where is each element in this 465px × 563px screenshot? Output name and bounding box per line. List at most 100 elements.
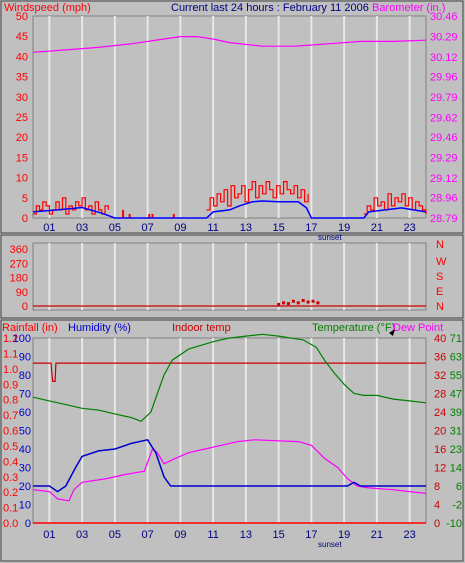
- x-tick-label: 11: [207, 222, 218, 234]
- x-tick-label: 23: [404, 222, 416, 234]
- humidity-tick-label: 20: [19, 481, 31, 493]
- humidity-tick-label: 40: [19, 444, 31, 456]
- wind-series: [32, 35, 427, 219]
- x-tick-label: 23: [404, 529, 416, 541]
- humidity-tick-label: 80: [19, 370, 31, 382]
- x-tick-label: 15: [273, 222, 285, 234]
- rainfall-tick-label: 0.0: [3, 518, 18, 530]
- temperature-axis-label: Temperature (°F): [312, 322, 395, 334]
- direction-tick-label: 90: [16, 287, 28, 299]
- wind-axes: 0510152025303540455028.7928.9629.1229.29…: [16, 11, 458, 234]
- x-tick-label: 03: [76, 529, 88, 541]
- barometer-tick-label: 30.29: [430, 32, 458, 44]
- windspeed-tick-label: 25: [16, 112, 28, 124]
- windspeed-tick-label: 20: [16, 132, 28, 144]
- compass-label: N: [436, 239, 444, 251]
- temp-grid: [48, 338, 411, 523]
- celsius-tick-label: 32: [434, 370, 446, 382]
- direction-grid: [48, 243, 411, 310]
- fahrenheit-tick-label: 6: [456, 481, 462, 493]
- direction-point: [296, 301, 300, 305]
- humidity-tick-label: 90: [19, 352, 31, 364]
- barometer-tick-label: 29.12: [430, 173, 458, 185]
- windspeed-tick-label: 35: [16, 72, 28, 84]
- rainfall-tick-label: 0.3: [3, 472, 18, 484]
- windspeed-tick-label: 10: [16, 173, 28, 185]
- direction-tick-label: 0: [22, 301, 28, 313]
- x-tick-label: 17: [305, 529, 317, 541]
- wind-barometer-panel: 0510152025303540455028.7928.9629.1229.29…: [4, 2, 458, 242]
- x-tick-label: 13: [240, 222, 252, 234]
- temp-plot-area: [32, 337, 427, 524]
- x-tick-label: 19: [338, 222, 350, 234]
- x-tick-label: 07: [142, 222, 154, 234]
- direction-series: [33, 298, 426, 307]
- x-tick-label: 05: [109, 222, 121, 234]
- barometer-tick-label: 29.96: [430, 71, 458, 83]
- barometer-tick-label: 29.46: [430, 132, 458, 144]
- rainfall-axis-label: Rainfall (in): [2, 322, 58, 334]
- x-tick-label: 21: [371, 529, 383, 541]
- celsius-tick-label: 24: [434, 407, 446, 419]
- humidity-line: [33, 438, 426, 493]
- windspeed-tick-label: 30: [16, 92, 28, 104]
- x-tick-label: 09: [174, 529, 186, 541]
- direction-tick-label: 270: [10, 258, 28, 270]
- fahrenheit-tick-label: 39: [450, 407, 462, 419]
- rainfall-tick-label: 1.1: [3, 348, 18, 360]
- barometer-line: [32, 35, 427, 53]
- compass-label: N: [436, 301, 444, 313]
- barometer-tick-label: 30.46: [430, 11, 458, 23]
- direction-point: [316, 301, 320, 305]
- compass-label: E: [436, 286, 443, 298]
- rainfall-tick-label: 0.9: [3, 379, 18, 391]
- temp-axes: 0.0 0.1 0.2 0.3 0.4 0.5 0.6 0.7 0.8 0.9 1.0 1.1 1.2 0…: [3, 333, 462, 541]
- x-tick-label: 01: [43, 529, 55, 541]
- rainfall-tick-label: 0.7: [3, 410, 18, 422]
- x-tick-label: 03: [76, 222, 88, 234]
- direction-point: [301, 298, 305, 302]
- direction-point: [282, 301, 286, 305]
- rainfall-tick-label: 0.2: [3, 487, 18, 499]
- direction-panel-frame: [0, 234, 464, 319]
- rainfall-tick-label: 0.4: [3, 456, 18, 468]
- rainfall-tick-label: 0.1: [3, 503, 18, 515]
- windspeed-tick-label: 50: [16, 11, 28, 23]
- windspeed-tick-label: 40: [16, 51, 28, 63]
- rainfall-tick-label: 0.6: [3, 426, 18, 438]
- fahrenheit-tick-label: 63: [450, 352, 462, 364]
- indoor-temp-line: [33, 362, 426, 382]
- humidity-axis-label: Humidity (%): [68, 322, 131, 334]
- x-tick-label: 15: [273, 529, 285, 541]
- direction-tick-label: 360: [10, 244, 28, 256]
- windspeed-tick-label: 5: [22, 193, 28, 205]
- wind-gust-segment: [206, 181, 309, 211]
- humidity-tick-label: 10: [19, 500, 31, 512]
- fahrenheit-tick-label: 71: [450, 333, 462, 345]
- rainfall-tick-label: 1.2: [3, 333, 18, 345]
- windspeed-tick-label: 0: [22, 213, 28, 225]
- humidity-tick-label: 30: [19, 463, 31, 475]
- wind-plot-area: [32, 15, 427, 219]
- wind-gust-segment: [363, 193, 427, 215]
- x-tick-label: 17: [305, 222, 317, 234]
- humidity-tick-label: 70: [19, 389, 31, 401]
- humidity-tick-label: 100: [13, 333, 31, 345]
- direction-point: [306, 300, 310, 304]
- fahrenheit-tick-label: -10: [446, 518, 462, 530]
- humidity-tick-label: 0: [25, 518, 31, 530]
- barometer-tick-label: 30.12: [430, 52, 458, 64]
- rainfall-tick-label: 0.8: [3, 395, 18, 407]
- celsius-tick-label: 0: [434, 518, 440, 530]
- fahrenheit-tick-label: 31: [450, 426, 462, 438]
- celsius-tick-label: 28: [434, 389, 446, 401]
- fahrenheit-tick-label: 23: [450, 444, 462, 456]
- sunset-label: sunset: [318, 233, 342, 242]
- x-tick-label: 05: [109, 529, 121, 541]
- temperature-panel: 0.0 0.1 0.2 0.3 0.4 0.5 0.6 0.7 0.8 0.9 1.0 1.1 1.2 0…: [2, 322, 462, 549]
- x-tick-label: 01: [43, 222, 55, 234]
- x-tick-label: 09: [174, 222, 186, 234]
- compass-label: W: [436, 256, 447, 268]
- wind-avg-line: [32, 200, 427, 219]
